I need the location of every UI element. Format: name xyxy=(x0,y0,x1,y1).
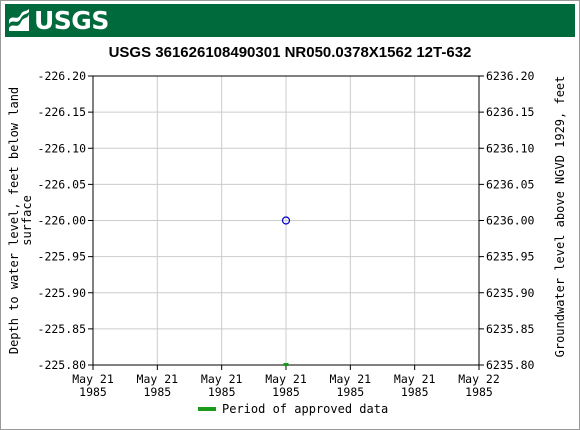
x-tick-label-year: 1985 xyxy=(143,385,171,399)
grid xyxy=(93,76,479,365)
x-tick-label-year: 1985 xyxy=(465,385,493,399)
y-axis-right: 6236.20 6236.15 6236.10 6236.05 6236.00 6235.… xyxy=(479,69,535,372)
x-tick-label: May 21 xyxy=(265,372,307,386)
y-right-tick-label: 6236.00 xyxy=(486,214,535,228)
legend-label: Period of approved data xyxy=(222,402,389,416)
x-tick-label-year: 1985 xyxy=(79,385,107,399)
y-axis-left: -226.20 -226.15 -226.10 -226.05 -226.00 -225.… xyxy=(38,69,93,372)
y-axis-left-label-line2: surface xyxy=(20,195,34,246)
y-left-tick-label: -226.05 xyxy=(38,177,86,191)
y-axis-left-label: Depth to water level, feet below land xyxy=(7,87,21,354)
y-right-tick-label: 6235.80 xyxy=(486,358,535,372)
data-point xyxy=(281,216,291,225)
x-tick-label-year: 1985 xyxy=(208,385,236,399)
approved-period-mark xyxy=(283,363,289,366)
chart-title: USGS 361626108490301 NR050.0378X1562 12T… xyxy=(108,44,472,61)
y-axis-right-label: Groundwater level above NGVD 1929, feet xyxy=(553,76,567,358)
y-right-tick-label: 6236.10 xyxy=(486,141,535,155)
x-tick-label: May 21 xyxy=(394,372,436,386)
usgs-logo-text: USGS xyxy=(34,5,109,35)
y-left-tick-label: -226.15 xyxy=(38,105,86,119)
y-left-tick-label: -226.10 xyxy=(38,141,87,155)
x-tick-label: May 21 xyxy=(201,372,243,386)
y-right-tick-label: 6235.95 xyxy=(486,250,534,264)
y-left-tick-label: -226.00 xyxy=(38,214,87,228)
x-tick-label-year: 1985 xyxy=(401,385,429,399)
x-tick-label-year: 1985 xyxy=(272,385,300,399)
usgs-logo[interactable]: USGS xyxy=(8,5,109,35)
x-tick-label: May 22 xyxy=(458,372,500,386)
usgs-banner xyxy=(5,4,575,37)
x-tick-label-year: 1985 xyxy=(336,385,364,399)
x-tick-label: May 21 xyxy=(137,372,179,386)
x-tick-label: May 21 xyxy=(330,372,372,386)
legend: Period of approved data xyxy=(198,402,388,416)
y-left-tick-label: -225.85 xyxy=(38,322,86,336)
y-left-tick-label: -225.95 xyxy=(38,250,86,264)
y-left-tick-label: -226.20 xyxy=(38,69,87,83)
y-right-tick-label: 6236.20 xyxy=(486,69,535,83)
y-right-tick-label: 6236.15 xyxy=(486,105,534,119)
x-tick-label: May 21 xyxy=(72,372,114,386)
data-marks xyxy=(281,216,291,366)
y-right-tick-label: 6235.85 xyxy=(486,322,534,336)
y-right-tick-label: 6236.05 xyxy=(486,177,534,191)
usgs-wave-icon xyxy=(9,9,29,31)
y-left-tick-label: -225.90 xyxy=(38,286,87,300)
y-right-tick-label: 6235.90 xyxy=(486,286,535,300)
y-left-tick-label: -225.80 xyxy=(38,358,87,372)
legend-swatch xyxy=(198,407,216,411)
